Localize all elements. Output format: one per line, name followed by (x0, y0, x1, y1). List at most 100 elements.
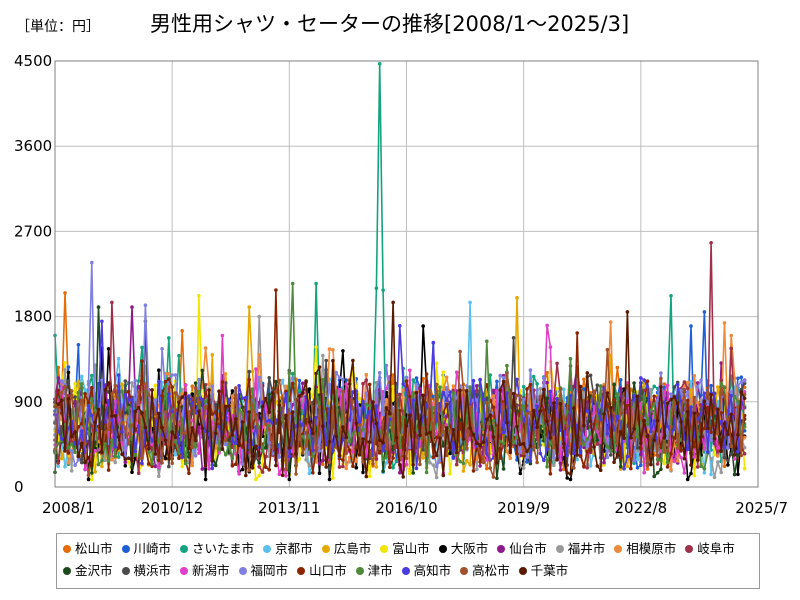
data-point (418, 410, 422, 414)
data-point (347, 448, 352, 452)
data-point (66, 365, 71, 369)
data-point (361, 470, 365, 475)
data-point (63, 291, 67, 295)
data-point (662, 382, 667, 386)
data-point (163, 379, 168, 384)
data-point (451, 456, 456, 460)
data-point (454, 370, 459, 375)
data-point (555, 361, 559, 366)
data-point (585, 444, 590, 449)
data-point (96, 305, 101, 309)
data-point (491, 394, 496, 398)
data-point (618, 378, 623, 382)
y-tick-label: 1800 (14, 308, 52, 326)
data-point (170, 430, 174, 434)
data-point (535, 388, 539, 392)
data-point (187, 446, 191, 451)
data-point (485, 417, 489, 422)
data-point (59, 390, 64, 395)
data-point (444, 385, 449, 390)
data-point (418, 386, 422, 391)
data-point (113, 399, 118, 404)
data-point (130, 459, 134, 463)
data-point (254, 414, 258, 419)
data-point (478, 449, 482, 454)
data-point (321, 353, 325, 358)
data-point (411, 471, 416, 475)
data-point (706, 426, 710, 431)
data-point (645, 467, 650, 471)
data-point (716, 460, 720, 464)
data-point (739, 453, 744, 458)
data-point (418, 462, 422, 467)
data-point (267, 376, 272, 380)
legend-item: 大阪市 (438, 538, 488, 560)
data-point (146, 447, 151, 451)
data-point (300, 451, 305, 455)
data-point (157, 465, 161, 469)
data-point (163, 384, 168, 389)
data-point (414, 382, 419, 387)
data-point (180, 455, 184, 460)
data-point (167, 464, 171, 469)
data-point (525, 411, 529, 416)
data-point (374, 390, 379, 395)
data-point (173, 435, 178, 440)
data-point (136, 384, 141, 389)
legend-item: 横浜市 (121, 560, 171, 582)
data-point (552, 455, 556, 460)
data-point (588, 373, 593, 378)
data-point (287, 411, 292, 416)
data-point (568, 472, 573, 476)
data-point (515, 424, 519, 429)
legend-label: 岐阜市 (697, 541, 735, 556)
data-point (478, 460, 482, 464)
data-point (130, 465, 134, 469)
data-point (133, 378, 138, 383)
data-point (304, 444, 308, 448)
data-point (568, 435, 573, 439)
legend-label: 新潟市 (192, 563, 230, 578)
data-point (736, 472, 740, 477)
data-point (401, 388, 406, 392)
data-point (552, 401, 556, 405)
legend-item: 仙台市 (497, 538, 547, 560)
data-point (629, 436, 633, 440)
data-point (93, 470, 97, 474)
data-point (662, 436, 667, 440)
data-point (197, 409, 201, 413)
data-point (485, 458, 489, 462)
data-point (669, 392, 673, 397)
data-point (327, 460, 332, 465)
data-point (223, 442, 228, 447)
data-point (197, 451, 201, 455)
data-point (257, 465, 262, 469)
data-point (585, 437, 590, 441)
data-point (582, 464, 586, 468)
data-point (595, 442, 600, 446)
data-point (598, 468, 603, 473)
data-point (692, 473, 697, 478)
data-point (652, 419, 656, 423)
data-point (250, 466, 255, 470)
data-point (404, 462, 409, 467)
data-point (468, 300, 472, 305)
data-point (448, 390, 452, 394)
data-point (505, 449, 509, 454)
data-point (247, 468, 251, 473)
data-point (86, 473, 91, 478)
data-point (173, 391, 178, 395)
data-point (595, 419, 600, 424)
data-point (518, 389, 523, 393)
data-point (314, 345, 318, 349)
data-point (167, 371, 171, 376)
data-point (729, 390, 733, 394)
data-point (692, 455, 697, 459)
data-point (685, 386, 690, 391)
data-point (284, 391, 288, 396)
data-point (595, 429, 600, 434)
data-point (160, 347, 164, 351)
data-point (505, 421, 509, 425)
data-point (300, 397, 305, 401)
data-point (689, 324, 693, 328)
